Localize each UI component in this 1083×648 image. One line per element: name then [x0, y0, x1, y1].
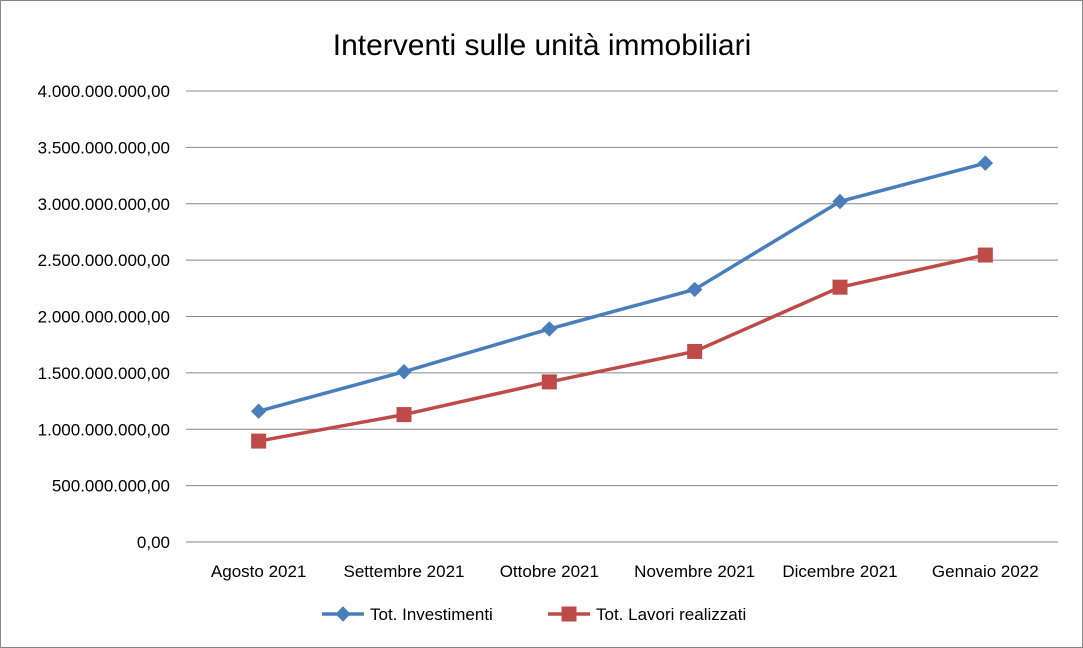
x-tick-label: Gennaio 2022 — [932, 562, 1039, 581]
data-point — [686, 281, 703, 298]
legend-label: Tot. Lavori realizzati — [596, 605, 746, 624]
y-tick-label: 500.000.000,00 — [52, 477, 170, 496]
legend-marker — [561, 606, 577, 622]
legend: Tot. Investimenti Tot. Lavori realizzati — [322, 605, 746, 624]
data-point — [396, 364, 412, 380]
x-tick-label: Agosto 2021 — [211, 562, 306, 581]
gridlines — [186, 90, 1058, 543]
y-tick-label: 0,00 — [137, 533, 170, 552]
y-tick-label: 2.500.000.000,00 — [38, 251, 170, 270]
series-line — [258, 161, 986, 413]
y-tick-label: 3.000.000.000,00 — [38, 195, 170, 214]
chart-title: Interventi sulle unità immobiliari — [333, 29, 752, 62]
data-point — [977, 155, 994, 171]
data-point — [396, 407, 412, 423]
y-tick-label: 1.500.000.000,00 — [38, 364, 170, 383]
legend-label: Tot. Investimenti — [370, 605, 493, 624]
data-point — [541, 321, 558, 337]
series-layer — [250, 155, 994, 449]
x-tick-label: Ottobre 2021 — [500, 562, 599, 581]
data-point — [251, 433, 267, 449]
y-tick-label: 4.000.000.000,00 — [38, 82, 170, 101]
data-point — [832, 279, 848, 295]
x-tick-label: Settembre 2021 — [344, 562, 465, 581]
x-tick-label: Dicembre 2021 — [782, 562, 897, 581]
data-point — [977, 247, 993, 263]
y-tick-label: 2.000.000.000,00 — [38, 308, 170, 327]
series-line — [258, 253, 986, 443]
x-tick-label: Novembre 2021 — [634, 562, 755, 581]
y-tick-label: 1.000.000.000,00 — [38, 420, 170, 439]
data-point — [832, 193, 848, 210]
data-point — [541, 374, 557, 390]
data-point — [687, 343, 703, 359]
series-2 — [251, 247, 993, 449]
legend-marker — [335, 606, 351, 622]
series-1 — [250, 155, 994, 419]
legend-item: Tot. Investimenti — [322, 605, 493, 624]
y-axis-tick-labels: 0,00 500.000.000,00 1.000.000.000,00 1.500.… — [38, 82, 170, 552]
x-axis-tick-labels: Agosto 2021 Settembre 2021 Ottobre 2021 Nov… — [211, 562, 1039, 581]
legend-item: Tot. Lavori realizzati — [548, 605, 746, 624]
data-point — [250, 403, 267, 419]
y-tick-label: 3.500.000.000,00 — [38, 138, 170, 157]
